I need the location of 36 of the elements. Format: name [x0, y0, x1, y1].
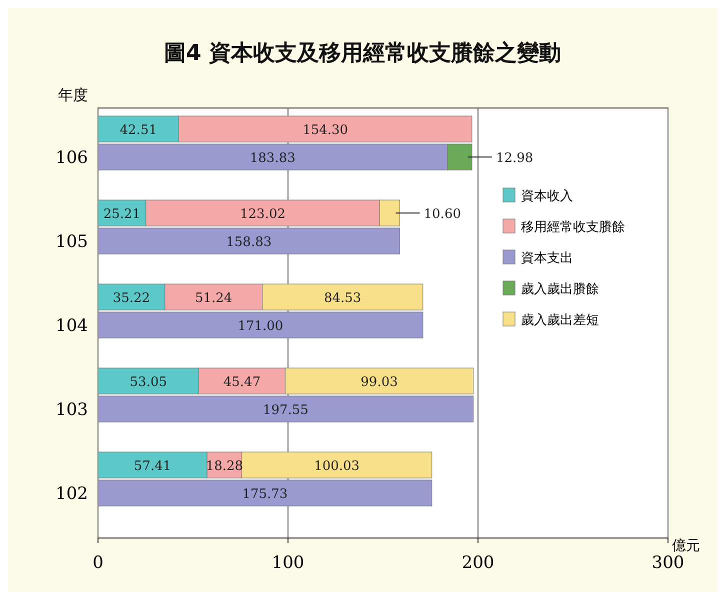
- data-label: 25.21: [103, 207, 141, 222]
- data-label: 53.05: [130, 375, 168, 390]
- legend-label: 歲入歲出差短: [521, 313, 599, 328]
- y-tick-label: 103: [56, 400, 88, 420]
- y-tick-label: 105: [56, 232, 88, 252]
- data-label: 197.55: [262, 403, 308, 418]
- data-label: 84.53: [324, 291, 362, 306]
- x-tick-label: 300: [652, 553, 684, 573]
- x-axis-title: 億元: [672, 538, 700, 554]
- legend-label: 歲入歲出賸餘: [521, 282, 599, 297]
- data-label: 154.30: [302, 123, 348, 138]
- data-label: 51.24: [194, 291, 232, 306]
- data-label: 10.60: [424, 207, 461, 222]
- y-axis-title: 年度: [58, 86, 88, 104]
- y-tick-label: 102: [56, 484, 88, 504]
- data-label: 45.47: [223, 375, 261, 390]
- x-tick-label: 200: [462, 553, 494, 573]
- legend-label: 資本收入: [521, 189, 573, 204]
- y-tick-label: 106: [56, 148, 88, 168]
- x-tick-label: 100: [272, 553, 304, 573]
- chart-title: 圖4 資本收支及移用經常收支賸餘之變動: [164, 40, 561, 66]
- y-tick-label: 104: [56, 316, 88, 336]
- data-label: 99.03: [360, 375, 398, 390]
- data-label: 57.41: [134, 459, 172, 474]
- data-label: 158.83: [226, 235, 272, 250]
- x-tick-label: 0: [92, 553, 104, 573]
- data-label: 12.98: [496, 151, 534, 166]
- data-label: 35.22: [112, 291, 150, 306]
- data-label: 175.73: [242, 487, 288, 502]
- legend-label: 資本支出: [521, 251, 573, 266]
- data-label: 100.03: [314, 459, 360, 474]
- data-label: 183.83: [250, 151, 296, 166]
- data-label: 123.02: [240, 207, 286, 222]
- data-label: 171.00: [238, 319, 284, 334]
- data-label: 42.51: [120, 123, 157, 138]
- legend-label: 移用經常收支賸餘: [521, 220, 625, 235]
